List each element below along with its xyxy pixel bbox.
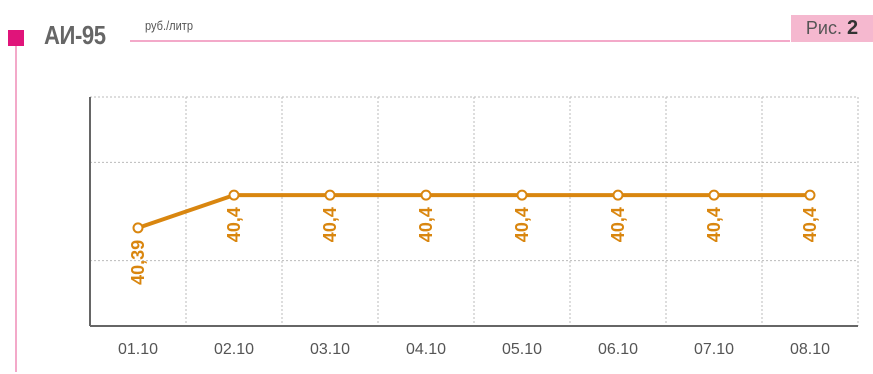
x-tick-label: 06.10	[598, 341, 638, 358]
figure-badge: Рис. 2	[791, 15, 873, 42]
figure-prefix: Рис.	[805, 18, 842, 38]
x-tick-labels: 01.10 02.10 03.10 04.10 05.10 06.10 07.10 08.10	[118, 341, 830, 358]
header-rule	[130, 40, 790, 42]
x-tick-label: 01.10	[118, 341, 158, 358]
data-label: 40,39	[128, 240, 148, 285]
data-point	[708, 189, 720, 201]
data-point	[804, 189, 816, 201]
data-label: 40,4	[416, 207, 436, 242]
data-label: 40,4	[320, 207, 340, 242]
unit-label: руб./литр	[145, 18, 193, 33]
grid	[90, 96, 859, 326]
data-label: 40,4	[704, 207, 724, 242]
data-point	[228, 189, 240, 201]
x-tick-label: 03.10	[310, 341, 350, 358]
axes	[89, 97, 858, 327]
figure-number: 2	[846, 17, 859, 39]
x-tick-label: 05.10	[502, 341, 542, 358]
data-label: 40,4	[800, 207, 820, 242]
x-tick-label: 07.10	[694, 341, 734, 358]
data-label: 40,4	[608, 207, 628, 242]
data-point	[612, 189, 624, 201]
data-point	[324, 189, 336, 201]
section-vertical-rule	[15, 46, 17, 372]
x-tick-label: 08.10	[790, 341, 830, 358]
data-point	[516, 189, 528, 201]
data-point	[420, 189, 432, 201]
x-tick-label: 04.10	[406, 341, 446, 358]
chart-title: АИ-95	[44, 20, 106, 50]
series	[132, 189, 816, 234]
data-labels: 40,39 40,4 40,4 40,4 40,4 40,4 40,4 40,4	[128, 207, 820, 285]
x-tick-label: 02.10	[214, 341, 254, 358]
data-point	[132, 222, 144, 234]
series-line	[137, 193, 810, 230]
data-label: 40,4	[224, 207, 244, 242]
section-marker	[8, 30, 24, 46]
data-label: 40,4	[512, 207, 532, 242]
